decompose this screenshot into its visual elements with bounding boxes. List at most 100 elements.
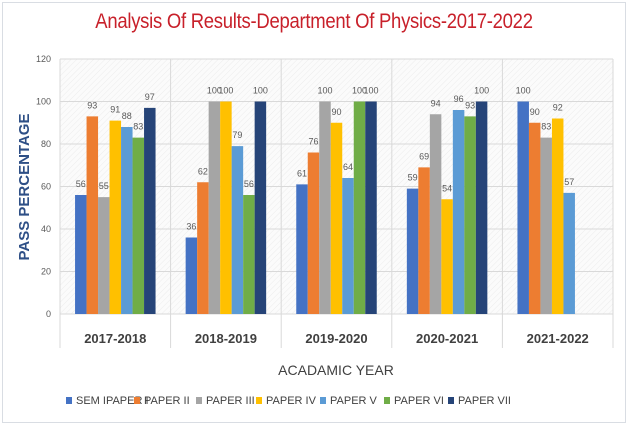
data-label: 100 bbox=[207, 86, 222, 96]
y-tick-label: 100 bbox=[36, 97, 51, 107]
bar bbox=[132, 137, 145, 314]
legend-label: PAPER II bbox=[144, 395, 190, 407]
x-category-label: 2017-2018 bbox=[84, 331, 146, 346]
y-tick-label: 80 bbox=[41, 139, 51, 149]
legend-swatch bbox=[66, 397, 72, 404]
legend-swatch bbox=[448, 397, 454, 404]
legend: SEM IPAPER IPAPER II PAPER III PAPER IV PAP… bbox=[66, 395, 511, 407]
bar bbox=[330, 122, 343, 314]
data-label: 76 bbox=[308, 137, 318, 147]
x-category-label: 2021-2022 bbox=[527, 331, 589, 346]
bar bbox=[208, 101, 221, 314]
y-tick-label: 120 bbox=[36, 54, 51, 64]
y-axis-title: PASS PERCENTAGE bbox=[16, 114, 33, 261]
data-label: 93 bbox=[87, 100, 97, 110]
bar bbox=[418, 167, 430, 314]
legend-swatch bbox=[196, 397, 202, 404]
chart-title: Analysis Of Results-Department Of Physic… bbox=[95, 10, 533, 33]
bars bbox=[75, 101, 575, 314]
bar bbox=[296, 184, 308, 314]
data-label: 61 bbox=[297, 168, 307, 178]
data-label: 64 bbox=[343, 162, 353, 172]
data-label: 91 bbox=[110, 105, 120, 115]
data-label: 54 bbox=[442, 183, 452, 193]
legend-item: PAPER II bbox=[134, 395, 190, 407]
legend-item: PAPER IV bbox=[256, 395, 317, 407]
x-axis-title: ACADAMIC YEAR bbox=[278, 362, 394, 378]
legend-label: PAPER V bbox=[330, 395, 378, 407]
x-category-label: 2019-2020 bbox=[305, 331, 367, 346]
x-category-label: 2018-2019 bbox=[195, 331, 257, 346]
legend-swatch bbox=[256, 397, 262, 404]
data-labels: 5693559188839736621001007956100617610090… bbox=[76, 86, 574, 232]
bar bbox=[144, 107, 156, 314]
data-label: 56 bbox=[244, 179, 254, 189]
bar bbox=[254, 101, 267, 314]
data-label: 100 bbox=[253, 86, 268, 96]
data-label: 100 bbox=[218, 86, 233, 96]
data-label: 36 bbox=[186, 222, 196, 232]
legend-label: PAPER VI bbox=[394, 395, 444, 407]
bar bbox=[365, 101, 377, 314]
bar bbox=[231, 146, 244, 314]
data-label: 69 bbox=[419, 151, 429, 161]
legend-item: PAPER VII bbox=[448, 395, 511, 407]
data-label: 100 bbox=[474, 86, 489, 96]
legend-swatch bbox=[134, 397, 140, 404]
data-label: 62 bbox=[198, 166, 208, 176]
legend-label: PAPER III bbox=[206, 395, 255, 407]
y-tick-label: 0 bbox=[46, 309, 51, 319]
bar bbox=[342, 178, 354, 314]
data-label: 56 bbox=[76, 179, 86, 189]
legend-item: PAPER V bbox=[320, 395, 378, 407]
legend-item: PAPER VI bbox=[384, 395, 444, 407]
data-label: 83 bbox=[133, 122, 143, 132]
bar bbox=[98, 197, 110, 314]
bar bbox=[307, 152, 320, 314]
data-label: 88 bbox=[122, 111, 132, 121]
bar bbox=[441, 199, 453, 314]
bar bbox=[353, 101, 366, 314]
legend-item: SEM IPAPER I bbox=[66, 395, 149, 407]
bar bbox=[197, 182, 209, 314]
bar bbox=[319, 101, 331, 314]
bar bbox=[429, 114, 442, 314]
y-tick-label: 60 bbox=[41, 182, 51, 192]
data-label: 55 bbox=[99, 181, 109, 191]
legend-swatch bbox=[320, 397, 326, 404]
bar bbox=[86, 116, 99, 314]
y-tick-label: 40 bbox=[41, 224, 51, 234]
data-label: 100 bbox=[363, 86, 378, 96]
x-axis-categories: 2017-2018 2018-2019 2019-2020 2020-2021 2021… bbox=[84, 331, 589, 346]
data-label: 57 bbox=[564, 177, 574, 187]
data-label: 79 bbox=[232, 130, 242, 140]
data-label: 100 bbox=[352, 86, 367, 96]
bar bbox=[243, 195, 255, 314]
legend-label: PAPER IV bbox=[266, 395, 317, 407]
legend-swatch bbox=[384, 397, 390, 404]
bar bbox=[563, 192, 575, 314]
bar bbox=[185, 237, 198, 314]
bar bbox=[121, 127, 133, 314]
legend-label: SEM IPAPER I bbox=[76, 395, 149, 407]
bar bbox=[109, 120, 122, 314]
bar bbox=[464, 116, 476, 314]
data-label: 90 bbox=[530, 107, 540, 117]
data-label: 83 bbox=[541, 122, 551, 132]
data-label: 59 bbox=[408, 173, 418, 183]
data-label: 93 bbox=[465, 100, 475, 110]
bar bbox=[475, 101, 488, 314]
data-label: 97 bbox=[145, 92, 155, 102]
bar bbox=[528, 122, 541, 314]
data-label: 94 bbox=[431, 98, 441, 108]
data-label: 100 bbox=[516, 86, 531, 96]
bar bbox=[452, 110, 465, 314]
bar bbox=[517, 101, 529, 314]
legend-label: PAPER VII bbox=[458, 395, 511, 407]
bar bbox=[406, 188, 419, 314]
bar bbox=[220, 101, 232, 314]
data-label: 96 bbox=[454, 94, 464, 104]
y-axis-ticks: 0 20 40 60 80 100 120 bbox=[36, 54, 51, 319]
legend-item: PAPER III bbox=[196, 395, 255, 407]
